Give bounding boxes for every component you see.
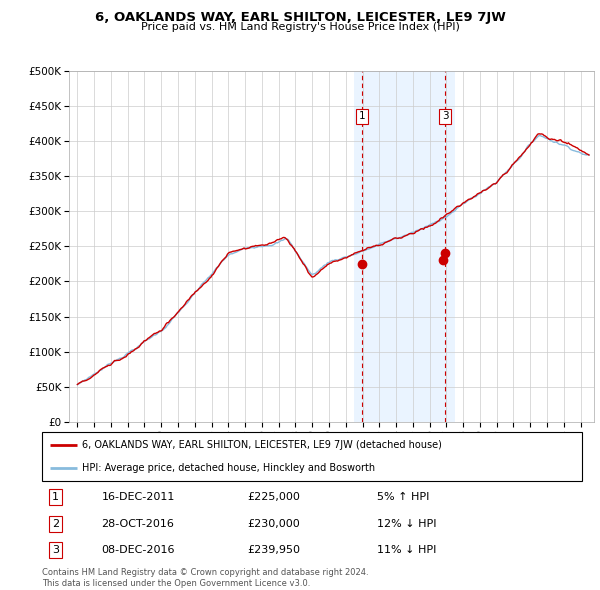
Text: 5% ↑ HPI: 5% ↑ HPI (377, 492, 429, 502)
Text: 6, OAKLANDS WAY, EARL SHILTON, LEICESTER, LE9 7JW (detached house): 6, OAKLANDS WAY, EARL SHILTON, LEICESTER… (83, 440, 442, 450)
Text: 1: 1 (52, 492, 59, 502)
Text: 3: 3 (442, 112, 449, 122)
Text: £225,000: £225,000 (247, 492, 300, 502)
Text: 12% ↓ HPI: 12% ↓ HPI (377, 519, 436, 529)
Text: 11% ↓ HPI: 11% ↓ HPI (377, 545, 436, 555)
Text: Price paid vs. HM Land Registry's House Price Index (HPI): Price paid vs. HM Land Registry's House … (140, 22, 460, 32)
Text: 2: 2 (52, 519, 59, 529)
Text: 3: 3 (52, 545, 59, 555)
Text: 28-OCT-2016: 28-OCT-2016 (101, 519, 174, 529)
Text: 16-DEC-2011: 16-DEC-2011 (101, 492, 175, 502)
Text: £239,950: £239,950 (247, 545, 300, 555)
Text: HPI: Average price, detached house, Hinckley and Bosworth: HPI: Average price, detached house, Hinc… (83, 463, 376, 473)
Text: 08-DEC-2016: 08-DEC-2016 (101, 545, 175, 555)
Text: 6, OAKLANDS WAY, EARL SHILTON, LEICESTER, LE9 7JW: 6, OAKLANDS WAY, EARL SHILTON, LEICESTER… (95, 11, 505, 24)
Bar (354, 71, 455, 422)
Text: £230,000: £230,000 (247, 519, 300, 529)
Text: 1: 1 (359, 112, 365, 122)
Text: Contains HM Land Registry data © Crown copyright and database right 2024.
This d: Contains HM Land Registry data © Crown c… (42, 568, 368, 588)
